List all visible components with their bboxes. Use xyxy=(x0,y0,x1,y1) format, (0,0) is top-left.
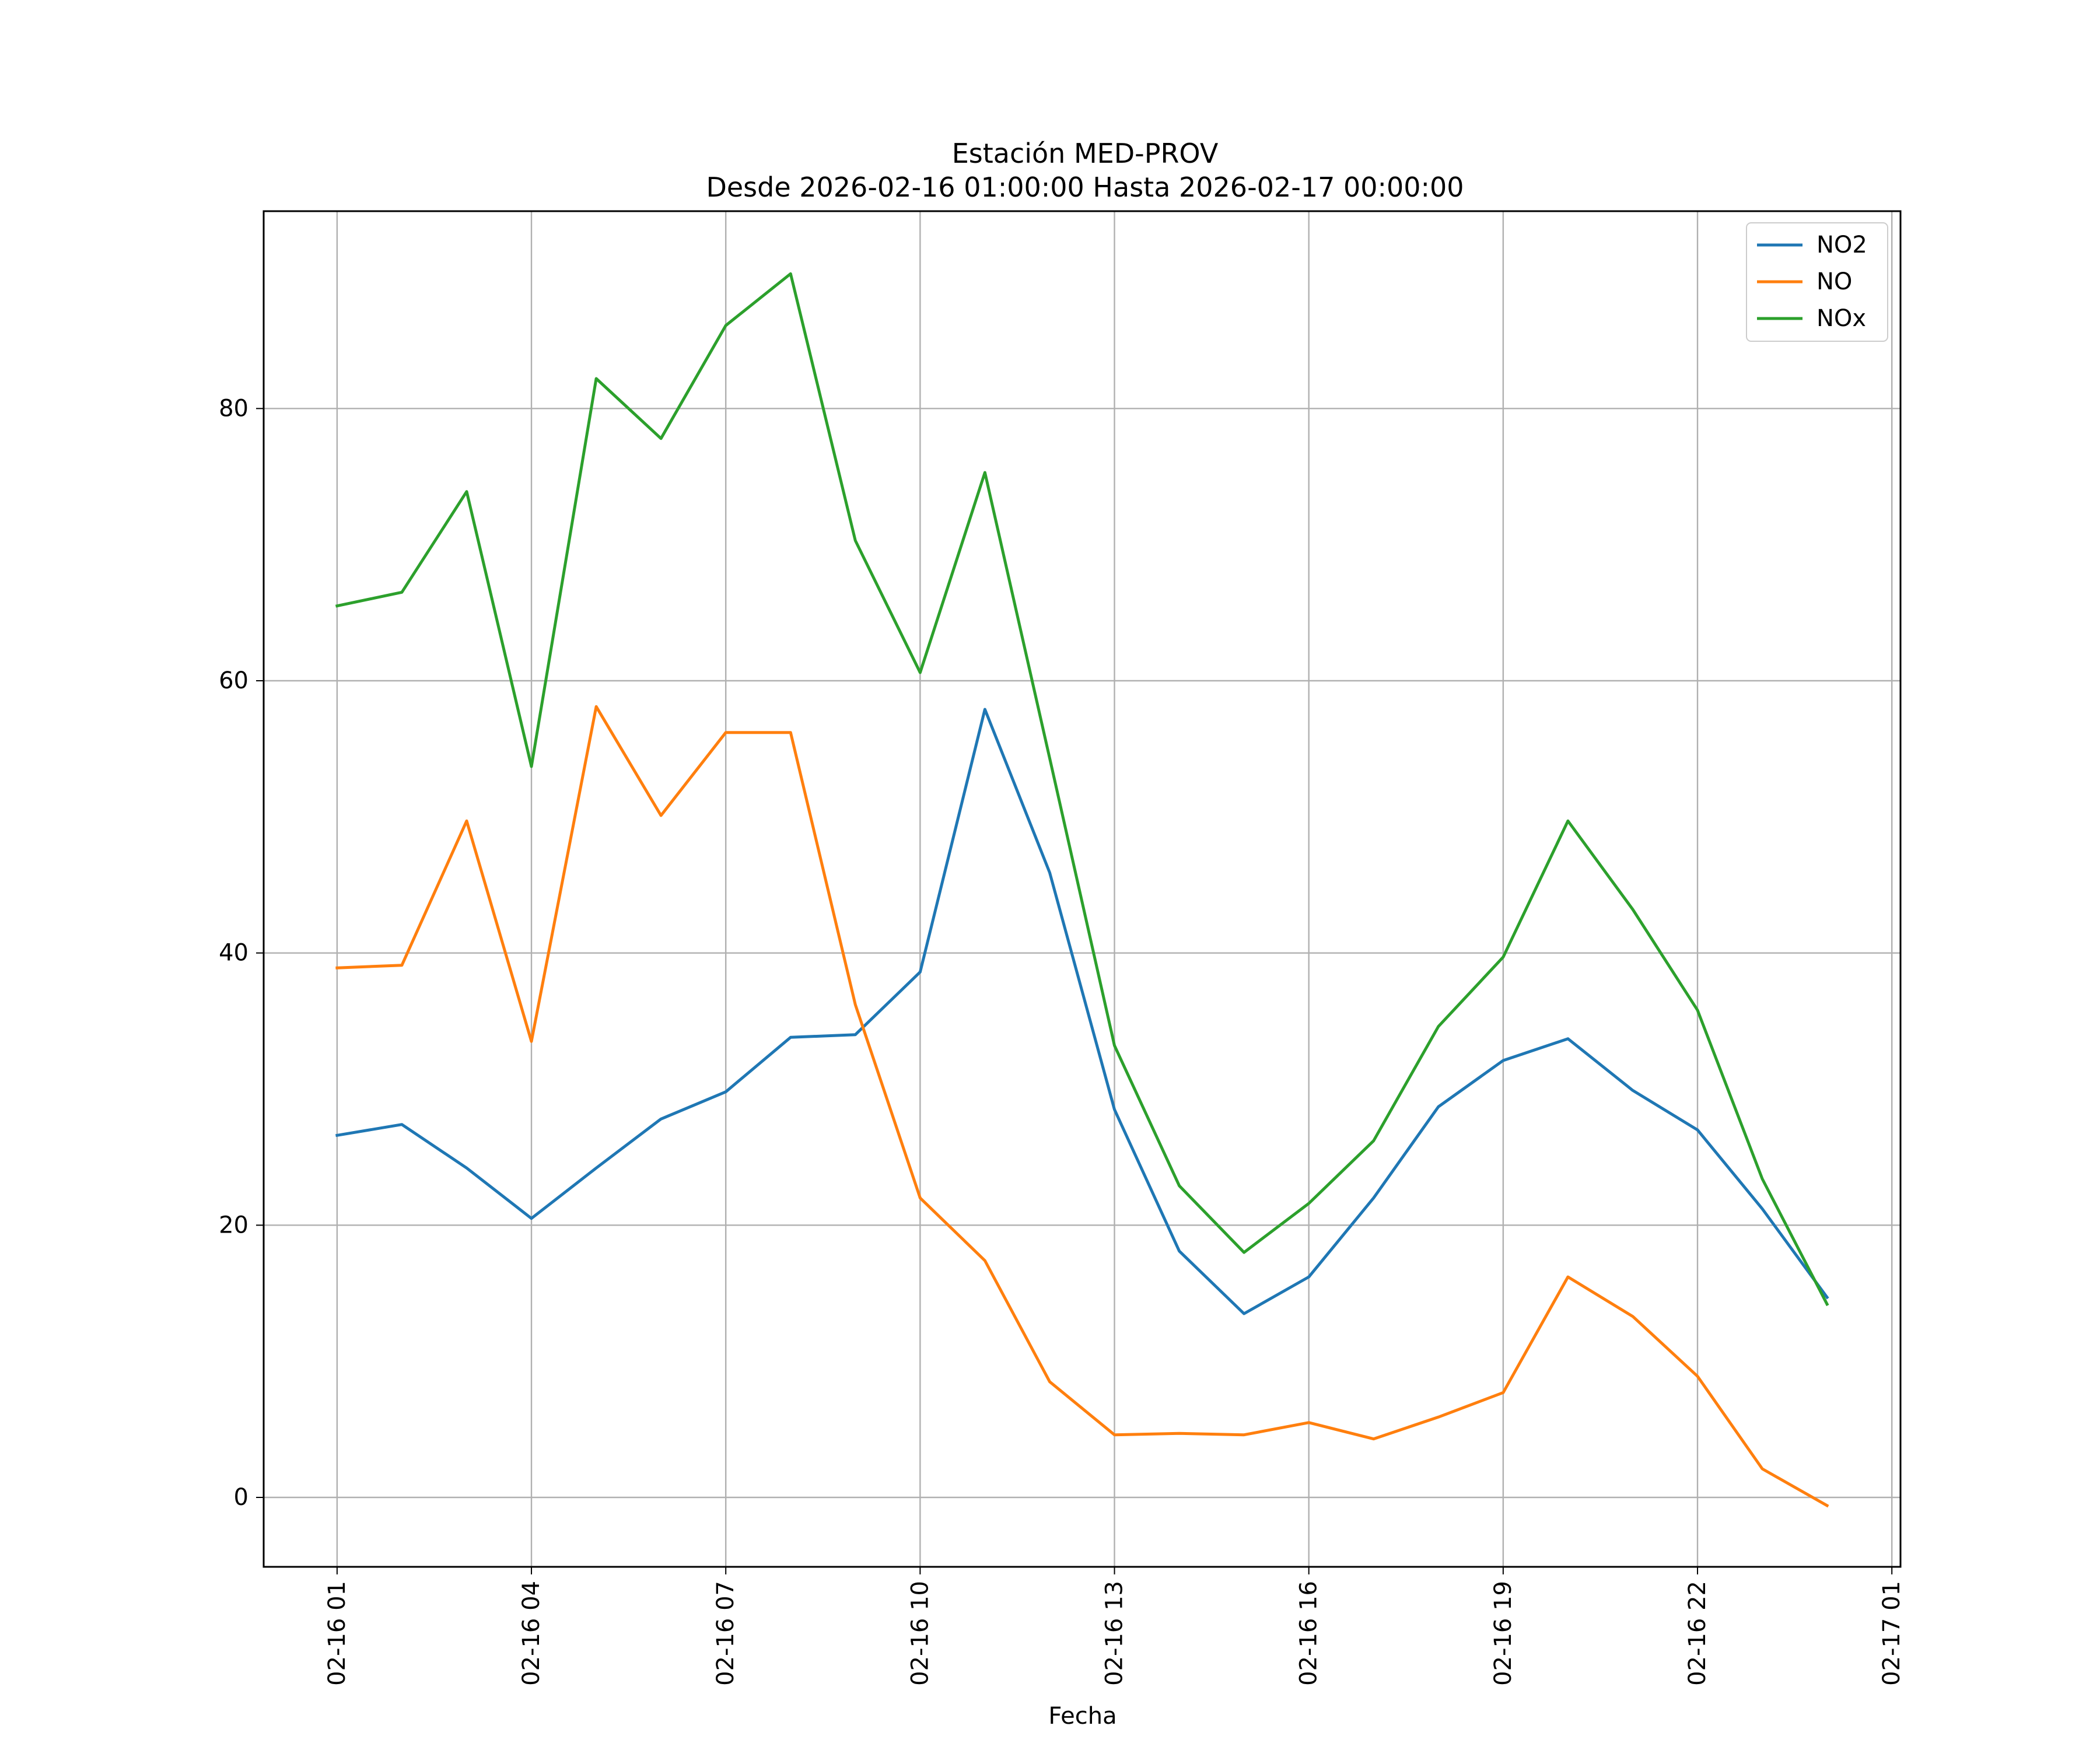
y-tick-label: 60 xyxy=(219,667,249,694)
series-line-nox xyxy=(335,272,1829,1307)
chart-title: Estación MED-PROV xyxy=(952,138,1219,169)
plot-frame xyxy=(262,210,1902,1568)
x-axis-label: Fecha xyxy=(1048,1703,1116,1730)
x-tick-label: 02-16 07 xyxy=(712,1581,739,1686)
series-lines xyxy=(335,272,1829,1508)
y-tick-label: 20 xyxy=(219,1212,249,1238)
x-tick-label: 02-16 22 xyxy=(1684,1581,1711,1686)
y-tick-label: 40 xyxy=(219,940,249,967)
x-tick-label: 02-16 16 xyxy=(1296,1581,1322,1686)
legend: NO2 NO NOx xyxy=(1746,222,1888,342)
legend-label: NO2 xyxy=(1817,232,1867,258)
x-tick-label: 02-16 13 xyxy=(1101,1581,1128,1686)
x-axis: 02-16 01 02-16 04 02-16 07 02-16 10 02-16 13… xyxy=(324,1567,1905,1686)
legend-label: NOx xyxy=(1817,305,1866,332)
x-tick-label: 02-17 01 xyxy=(1878,1581,1905,1686)
x-tick-label: 02-16 19 xyxy=(1490,1581,1517,1686)
series-line-no xyxy=(335,705,1829,1508)
chart-subtitle: Desde 2026-02-16 01:00:00 Hasta 2026-02-… xyxy=(706,172,1464,203)
x-tick-label: 02-16 04 xyxy=(518,1581,545,1686)
x-tick-label: 02-16 01 xyxy=(324,1581,351,1686)
legend-box xyxy=(1746,222,1888,342)
grid xyxy=(264,211,1901,1567)
series-line-no2 xyxy=(335,708,1829,1315)
x-tick-label: 02-16 10 xyxy=(907,1581,933,1686)
y-tick-label: 80 xyxy=(219,395,249,422)
y-axis: 0 20 40 60 80 xyxy=(219,395,264,1511)
legend-label: NO xyxy=(1817,268,1852,295)
y-tick-label: 0 xyxy=(234,1484,249,1511)
